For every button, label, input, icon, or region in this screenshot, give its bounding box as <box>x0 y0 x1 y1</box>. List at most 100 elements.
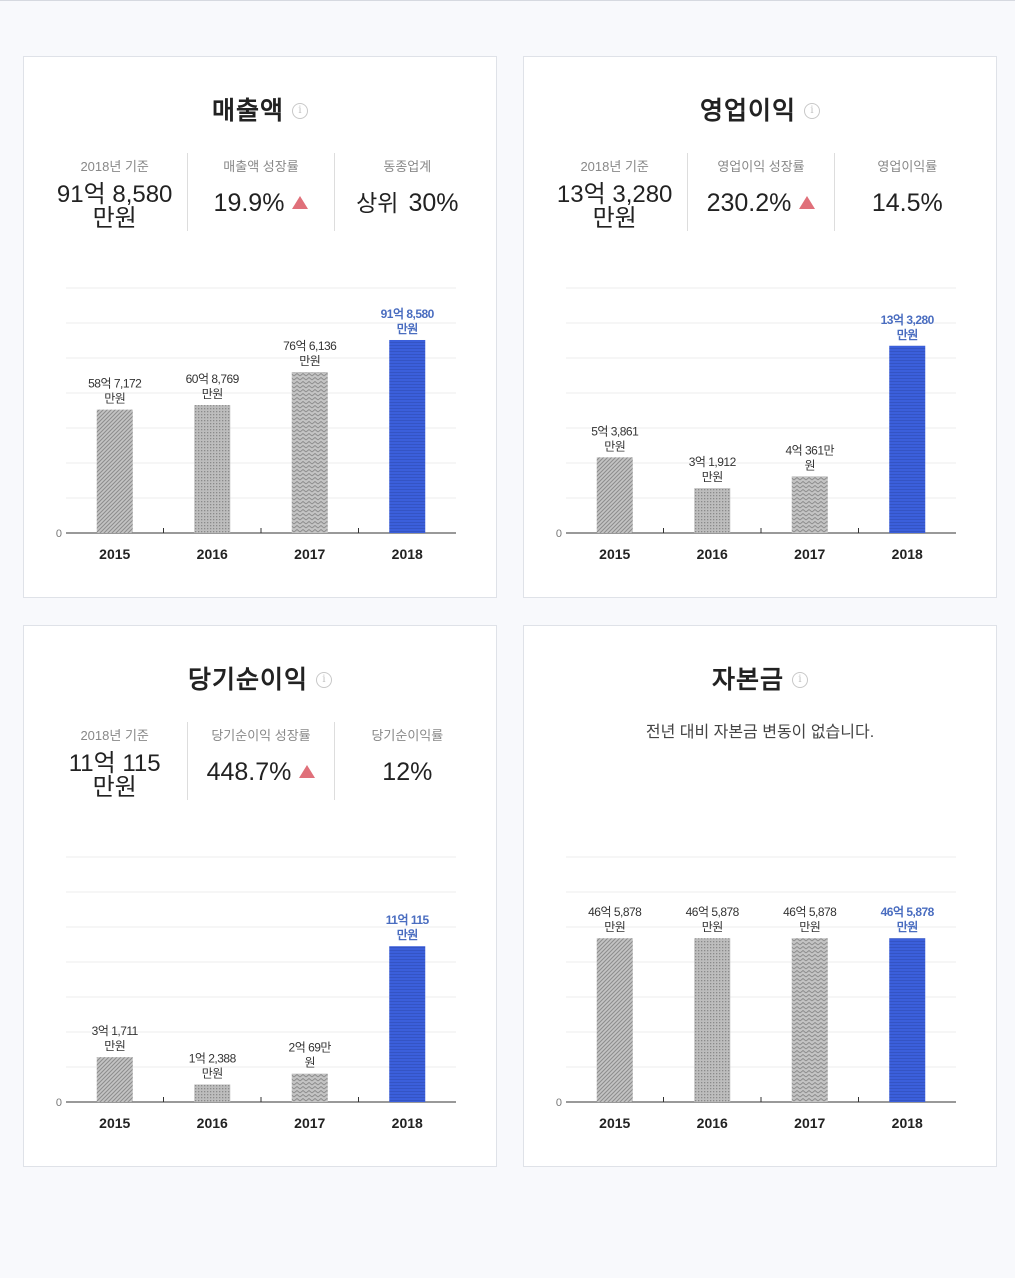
data-label: 91억 8,580 만원 <box>381 307 435 336</box>
bar-chart: 0 58억 7,172 만원 2015 60억 8,769 만원 2016 76억 6,136… <box>56 287 456 562</box>
x-tick-label: 2017 <box>294 1115 325 1131</box>
stat-label: 영업이익 성장률 <box>717 159 805 174</box>
stat-label: 2018년 기준 <box>580 159 649 174</box>
net-income-panel: 당기순이익 i 2018년 기준 11억 115 만원 당기순이익 성장률 448… <box>23 625 497 1167</box>
top-divider <box>0 0 1015 1</box>
stat-growth-rate: 매출액 성장률 19.9% <box>187 153 333 231</box>
y-tick-label: 0 <box>556 528 562 540</box>
bar-2016[interactable] <box>194 1084 231 1102</box>
stat-value: 19.9% <box>188 191 333 216</box>
data-label: 46억 5,878 만원 <box>686 905 740 934</box>
revenue-panel: 매출액 i 2018년 기준 91억 8,580 만원 매출액 성장률 19.9%… <box>23 56 497 598</box>
stat-base-year: 2018년 기준 91억 8,580 만원 <box>42 153 187 231</box>
bar-2018[interactable] <box>389 946 426 1102</box>
stat-value: 13억 3,280 만원 <box>556 181 673 232</box>
stat-label: 당기순이익 성장률 <box>211 728 311 743</box>
bar-chart: 0 5억 3,861 만원 2015 3억 1,912 만원 2016 4억 361만 원 201… <box>556 287 956 562</box>
stat-label: 동종업계 <box>383 159 432 174</box>
summary-stats: 2018년 기준 11억 115 만원 당기순이익 성장률 448.7% 당기순이… <box>42 722 480 800</box>
bar-2017[interactable] <box>291 372 328 533</box>
summary-stats: 2018년 기준 91억 8,580 만원 매출액 성장률 19.9% 동종업계 … <box>42 153 480 231</box>
panel-title-text: 매출액 <box>211 97 284 125</box>
up-arrow-icon <box>799 195 816 209</box>
data-label: 5억 3,861 만원 <box>591 424 639 453</box>
bar-2015[interactable] <box>96 1057 133 1102</box>
stat-label: 매출액 성장률 <box>223 159 299 174</box>
x-tick-label: 2016 <box>197 546 228 562</box>
panel-title: 자본금 i <box>524 660 996 696</box>
stat-value: 12% <box>382 758 433 786</box>
stat-margin: 영업이익률 14.5% <box>833 153 980 231</box>
stat-value: 230.2% <box>688 191 833 216</box>
bar-chart: 0 46억 5,878 만원 2015 46억 5,878 만원 2016 46억 5,878… <box>556 856 956 1131</box>
y-tick-label: 0 <box>56 1097 62 1109</box>
x-tick-label: 2018 <box>392 546 423 562</box>
bar-2016[interactable] <box>694 488 731 533</box>
panel-title: 영업이익 i <box>524 91 996 127</box>
data-label: 4억 361만 원 <box>785 443 834 472</box>
up-arrow-icon <box>292 195 309 209</box>
x-tick-label: 2015 <box>599 1115 630 1131</box>
stat-growth-rate: 영업이익 성장률 230.2% <box>687 153 833 231</box>
panel-title: 당기순이익 i <box>24 660 496 696</box>
bar-2017[interactable] <box>291 1073 328 1102</box>
stat-industry-rank: 동종업계 상위 30% <box>333 153 480 231</box>
bar-2015[interactable] <box>96 409 133 533</box>
x-tick-label: 2016 <box>697 546 728 562</box>
stat-value: 448.7% <box>188 760 333 785</box>
stat-value: 14.5% <box>871 189 943 217</box>
data-label: 3억 1,711 만원 <box>92 1024 139 1053</box>
x-tick-label: 2015 <box>99 1115 130 1131</box>
bar-chart: 0 3억 1,711 만원 2015 1억 2,388 만원 2016 2억 69만 원 2017… <box>56 856 456 1131</box>
data-label: 2억 69만 원 <box>289 1041 332 1070</box>
data-label: 1억 2,388 만원 <box>189 1051 237 1080</box>
x-tick-label: 2017 <box>794 1115 825 1131</box>
data-label: 46억 5,878 만원 <box>783 905 837 934</box>
stat-label: 2018년 기준 <box>80 159 149 174</box>
y-tick-label: 0 <box>556 1097 562 1109</box>
panel-title-text: 당기순이익 <box>187 666 308 694</box>
info-icon[interactable]: i <box>292 102 308 119</box>
data-label: 3억 1,912 만원 <box>689 455 737 484</box>
bar-2018[interactable] <box>889 938 926 1102</box>
stat-value: 상위 30% <box>356 189 459 217</box>
x-tick-label: 2015 <box>99 546 130 562</box>
stat-base-year: 2018년 기준 13억 3,280 만원 <box>542 153 687 231</box>
data-label: 60억 8,769 만원 <box>186 372 240 401</box>
stat-value: 11억 115 만원 <box>68 750 161 801</box>
panel-title-text: 자본금 <box>711 666 784 694</box>
info-icon[interactable]: i <box>316 671 332 688</box>
bar-2016[interactable] <box>194 405 231 533</box>
x-tick-label: 2015 <box>599 546 630 562</box>
stat-label: 당기순이익률 <box>371 728 444 743</box>
bar-2015[interactable] <box>596 938 633 1102</box>
panel-title-text: 영업이익 <box>699 97 796 125</box>
bar-2018[interactable] <box>889 345 926 533</box>
x-tick-label: 2018 <box>392 1115 423 1131</box>
bar-2015[interactable] <box>596 457 633 533</box>
bar-2017[interactable] <box>791 938 828 1102</box>
x-tick-label: 2016 <box>197 1115 228 1131</box>
bar-2018[interactable] <box>389 339 426 533</box>
data-label: 46억 5,878 만원 <box>881 905 935 934</box>
data-label: 13억 3,280 만원 <box>881 313 935 342</box>
info-icon[interactable]: i <box>804 102 820 119</box>
x-tick-label: 2016 <box>697 1115 728 1131</box>
stat-margin: 당기순이익률 12% <box>333 722 480 800</box>
stat-growth-rate: 당기순이익 성장률 448.7% <box>187 722 333 800</box>
summary-stats: 2018년 기준 13억 3,280 만원 영업이익 성장률 230.2% 영업이… <box>542 153 980 231</box>
stat-label: 2018년 기준 <box>80 728 149 743</box>
panel-title: 매출액 i <box>24 91 496 127</box>
no-change-notice: 전년 대비 자본금 변동이 없습니다. <box>645 724 875 741</box>
x-tick-label: 2018 <box>892 1115 923 1131</box>
data-label: 76억 6,136 만원 <box>283 339 337 368</box>
data-label: 46억 5,878 만원 <box>588 905 642 934</box>
bar-2016[interactable] <box>694 938 731 1102</box>
data-label: 58억 7,172 만원 <box>88 377 142 406</box>
bar-2017[interactable] <box>791 476 828 533</box>
x-tick-label: 2018 <box>892 546 923 562</box>
x-tick-label: 2017 <box>794 546 825 562</box>
stat-value: 91억 8,580 만원 <box>56 181 173 232</box>
info-icon[interactable]: i <box>792 671 808 688</box>
stat-label: 영업이익률 <box>877 159 938 174</box>
